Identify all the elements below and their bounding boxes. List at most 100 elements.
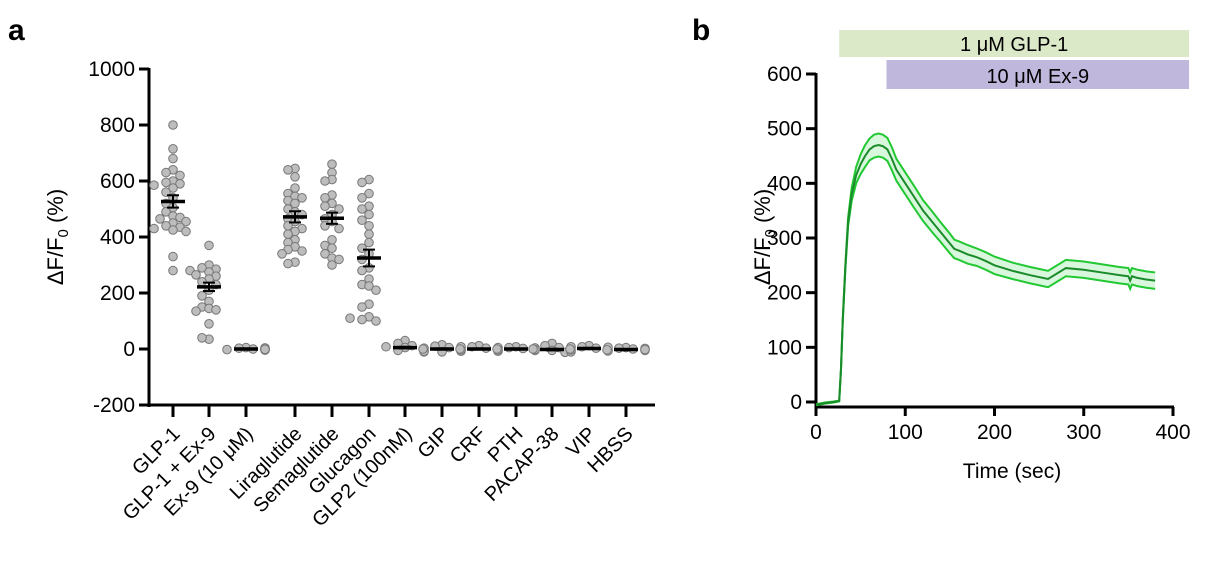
- data-point: [149, 223, 159, 234]
- data-point: [327, 159, 337, 169]
- data-point: [320, 201, 330, 211]
- x-tick-label: 200: [977, 421, 1012, 444]
- data-point: [320, 221, 330, 231]
- sem-lower-line: [815, 155, 1156, 407]
- y-tick-label: 0: [123, 338, 135, 361]
- x-tick-label: CRF: [446, 423, 491, 468]
- data-point: [357, 204, 367, 214]
- data-point: [168, 144, 178, 154]
- panel-b: b 1 μM GLP-1 10 μM Ex-9 ΔF/F0 (%) 0 100 200…: [692, 14, 1191, 483]
- data-point: [364, 209, 374, 220]
- y-tick-label: 0: [790, 391, 802, 414]
- data-point: [297, 193, 307, 203]
- data-point: [371, 316, 381, 326]
- data-point: [455, 344, 465, 354]
- y-tick-label: 1000: [88, 58, 135, 81]
- data-point: [640, 344, 650, 355]
- data-point: [191, 306, 201, 317]
- data-point: [197, 263, 207, 273]
- y-tick-label: 600: [767, 63, 802, 86]
- data-point: [357, 215, 367, 225]
- panel-b-x-axis-label: Time (sec): [963, 460, 1061, 483]
- x-tick-label: 100: [888, 421, 923, 444]
- data-point: [283, 165, 293, 175]
- y-tick-label: 200: [100, 282, 135, 305]
- panel-a-y-axis: -200 0 200 400 600 800 1000: [88, 58, 151, 417]
- data-point: [334, 204, 344, 214]
- data-point: [161, 207, 171, 217]
- data-point: [364, 229, 374, 239]
- treatment-bar-label: 1 μM GLP-1: [960, 34, 1068, 56]
- data-point: [149, 180, 159, 190]
- y-tick-label: 200: [767, 282, 802, 305]
- data-point: [168, 153, 178, 164]
- data-point: [320, 176, 330, 186]
- data-point: [357, 314, 367, 325]
- data-point: [345, 313, 355, 324]
- x-tick-label: 0: [810, 421, 822, 444]
- treatment-bar: [839, 30, 1190, 57]
- data-point: [327, 260, 337, 270]
- y-tick-label: 400: [100, 226, 135, 249]
- data-point: [191, 270, 201, 280]
- data-point: [161, 177, 171, 188]
- y-tick-label: 800: [100, 114, 135, 137]
- data-point: [334, 223, 344, 234]
- treatment-bar: [886, 60, 1190, 89]
- treatment-bar-label: 10 μM Ex-9: [986, 66, 1089, 88]
- data-point: [168, 183, 178, 193]
- data-point: [528, 344, 538, 354]
- data-point: [371, 285, 381, 296]
- data-point: [565, 344, 575, 354]
- data-point: [222, 344, 232, 355]
- data-point: [168, 225, 178, 235]
- data-point: [211, 305, 221, 315]
- panel-b-y-axis: 0 100 200 300 400 500 600: [767, 63, 818, 414]
- data-point: [168, 120, 178, 130]
- data-point: [357, 193, 367, 203]
- panel-b-label: b: [692, 14, 710, 47]
- data-point: [181, 216, 191, 227]
- data-point: [197, 333, 207, 343]
- data-point: [418, 344, 428, 354]
- data-point: [197, 291, 207, 301]
- y-tick-label: 400: [767, 172, 802, 195]
- data-point: [168, 251, 178, 262]
- data-point: [364, 188, 374, 199]
- data-point: [364, 237, 374, 248]
- data-point: [283, 258, 293, 269]
- x-tick-label: GIP: [414, 423, 454, 463]
- data-point: [161, 167, 171, 178]
- panel-a-y-axis-label: ΔF/F0 (%): [43, 189, 72, 285]
- data-point: [357, 302, 367, 312]
- data-point: [204, 319, 214, 329]
- data-point: [297, 246, 307, 256]
- data-point: [364, 221, 374, 231]
- panel-a-label: a: [8, 14, 25, 47]
- panel-a: a ΔF/F0 (%) -200 0 200 400 600 800 1000 GLP-1G…: [8, 14, 655, 531]
- data-point: [364, 281, 374, 291]
- data-point: [181, 226, 191, 237]
- data-point: [320, 249, 330, 259]
- y-label-text: ΔF/F0 (%): [750, 189, 779, 285]
- panel-b-x-axis: 0 100 200 300 400: [810, 405, 1191, 444]
- data-point: [357, 265, 367, 276]
- data-point: [334, 254, 344, 265]
- y-tick-label: -200: [93, 394, 135, 417]
- y-tick-label: 300: [767, 227, 802, 250]
- data-point: [602, 345, 612, 355]
- data-point: [277, 249, 287, 259]
- x-tick-label: 400: [1155, 421, 1190, 444]
- panel-b-treatment-bars: 1 μM GLP-1 10 μM Ex-9: [839, 30, 1190, 89]
- data-point: [290, 172, 300, 182]
- data-point: [155, 214, 165, 224]
- data-point: [327, 243, 337, 253]
- y-tick-label: 600: [100, 170, 135, 193]
- panel-a-points: [149, 120, 650, 358]
- data-point: [161, 221, 171, 231]
- data-point: [492, 344, 502, 354]
- data-point: [381, 341, 391, 352]
- data-point: [204, 240, 214, 251]
- y-tick-label: 500: [767, 118, 802, 141]
